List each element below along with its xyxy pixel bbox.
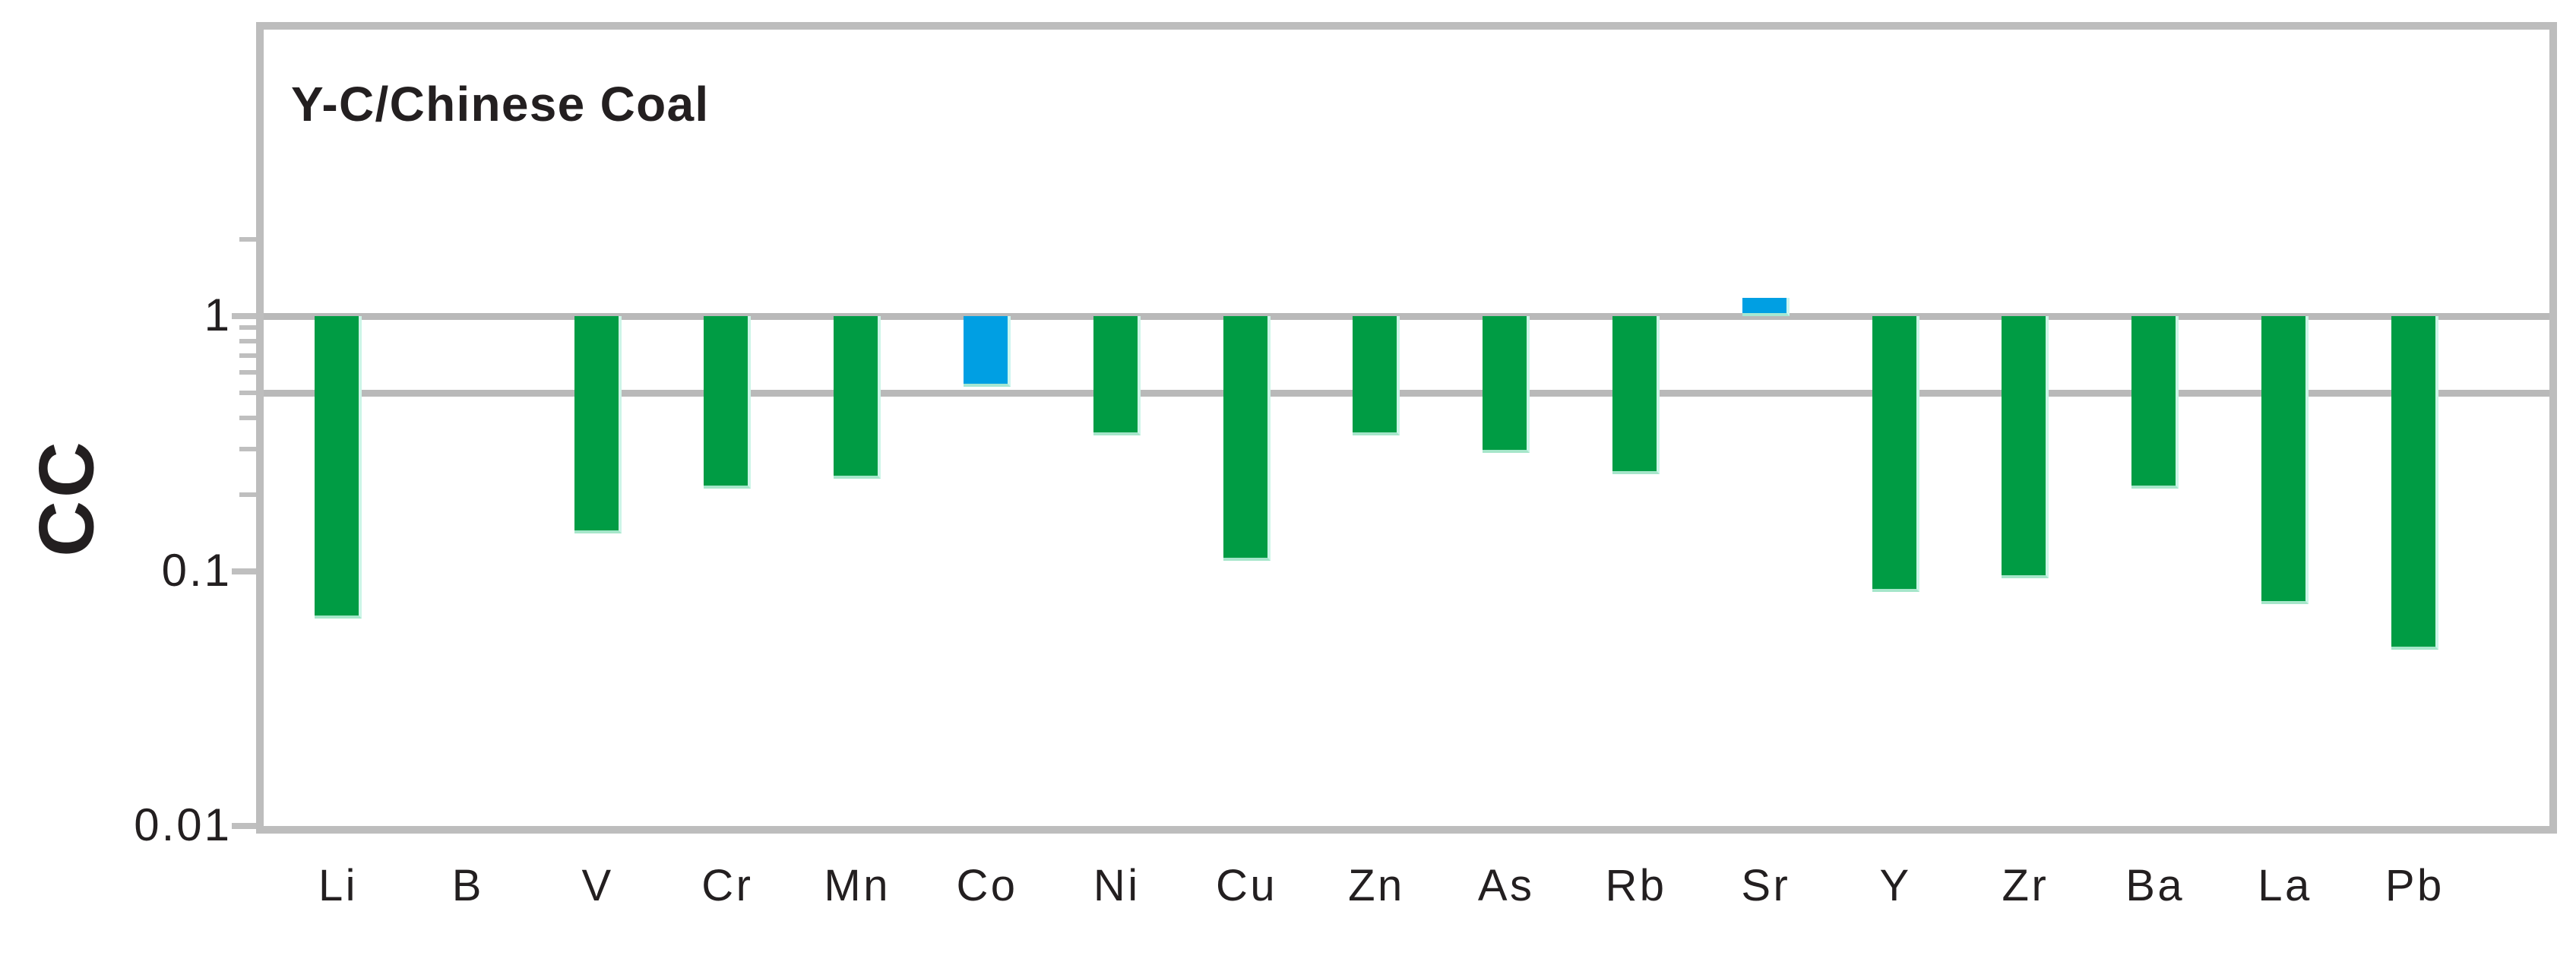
- x-label-Li: Li: [318, 861, 359, 910]
- y-tick-label: 1: [204, 290, 232, 341]
- x-label-Mn: Mn: [824, 861, 891, 910]
- bar-Co: [964, 316, 1011, 387]
- x-label-Pb: Pb: [2385, 861, 2445, 910]
- x-label-B: B: [451, 861, 484, 910]
- bar-Zn: [1353, 316, 1400, 436]
- x-label-La: La: [2258, 861, 2312, 910]
- y-minor-tick: [239, 492, 256, 497]
- x-label-Rb: Rb: [1605, 861, 1667, 910]
- y-axis-label: CC: [23, 438, 110, 557]
- bar-V: [574, 316, 622, 534]
- y-minor-tick: [239, 353, 256, 358]
- x-label-Ni: Ni: [1093, 861, 1141, 910]
- bar-Cu: [1223, 316, 1271, 561]
- x-label-Co: Co: [956, 861, 1018, 910]
- x-label-Zn: Zn: [1348, 861, 1405, 910]
- y-tick-label: 0.1: [161, 544, 232, 596]
- y-minor-tick: [239, 338, 256, 343]
- bar-Pb: [2391, 316, 2438, 650]
- y-major-tick: [232, 313, 256, 320]
- y-minor-tick: [239, 370, 256, 375]
- y-minor-tick: [239, 447, 256, 452]
- x-label-Y: Y: [1879, 861, 1912, 910]
- bar-Li: [315, 316, 362, 619]
- x-label-Zr: Zr: [2002, 861, 2049, 910]
- y-minor-tick: [239, 415, 256, 420]
- x-label-V: V: [581, 861, 614, 910]
- y-minor-tick: [239, 325, 256, 331]
- bar-Y: [1872, 316, 1919, 592]
- chart-title: Y-C/Chinese Coal: [291, 77, 710, 131]
- bar-Sr: [1742, 297, 1790, 317]
- bar-La: [2261, 316, 2309, 605]
- bar-Zr: [2002, 316, 2049, 578]
- bar-Cr: [704, 316, 752, 489]
- y-minor-tick: [239, 391, 256, 396]
- y-major-tick: [232, 568, 256, 574]
- x-label-Cu: Cu: [1216, 861, 1278, 910]
- gridline-0.5: [264, 389, 2549, 397]
- x-label-Cr: Cr: [701, 861, 754, 910]
- bar-Rb: [1612, 316, 1660, 474]
- bar-As: [1483, 316, 1530, 454]
- bar-Mn: [834, 316, 881, 479]
- y-tick-label: 0.01: [134, 799, 232, 851]
- bar-Ba: [2131, 316, 2179, 489]
- x-label-As: As: [1477, 861, 1535, 910]
- y-major-tick: [232, 823, 256, 829]
- gridline-1: [264, 312, 2549, 320]
- x-label-Sr: Sr: [1741, 861, 1791, 910]
- bar-Ni: [1093, 316, 1141, 436]
- y-minor-tick: [239, 237, 256, 242]
- x-label-Ba: Ba: [2125, 861, 2185, 910]
